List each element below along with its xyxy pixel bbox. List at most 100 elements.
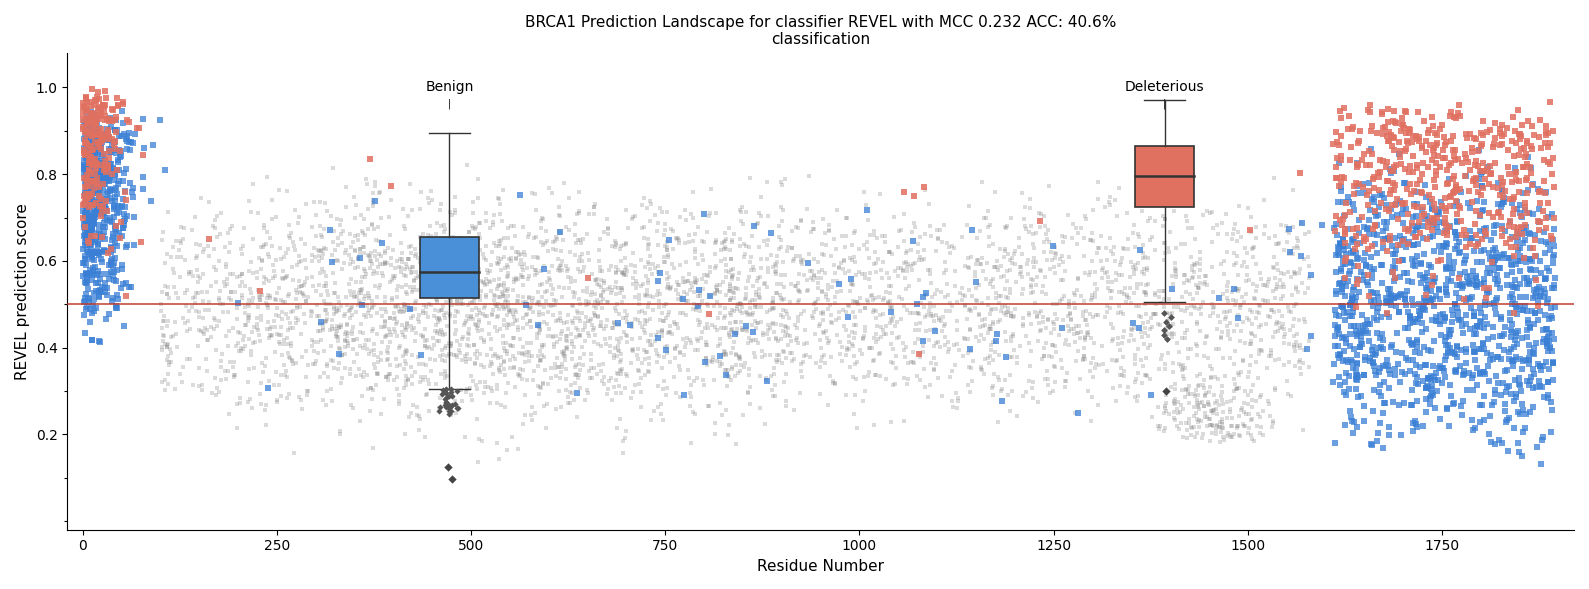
Point [1425,375,1451,385]
Point [321,305,346,314]
Point [361,195,386,204]
Point [1452,243,1478,252]
Point [685,337,710,346]
Point [556,194,582,203]
Point [1414,395,1440,404]
Point [995,276,1020,286]
Point [1014,224,1039,234]
Point [963,259,988,269]
Point [1193,332,1219,341]
Point [1468,247,1494,256]
Point [95,207,121,216]
Point [623,268,648,277]
Point [1192,383,1217,392]
Point [278,307,303,316]
Point [1190,429,1216,438]
Point [659,259,685,269]
Point [318,300,343,309]
Point [494,338,520,348]
Point [1425,316,1451,325]
Point [75,154,100,163]
Point [248,399,273,409]
Point [470,249,496,259]
Point [844,297,869,307]
Point [1502,299,1527,309]
Point [597,342,623,351]
Point [925,234,950,244]
Point [1138,324,1163,333]
Point [1042,242,1068,252]
Point [491,302,516,312]
Point [1357,206,1382,215]
Point [713,405,739,415]
Point [404,267,429,277]
Point [361,350,386,359]
Point [1135,343,1160,353]
Point [901,308,926,317]
Point [1514,273,1540,282]
Point [1382,145,1408,155]
Point [327,297,353,306]
Point [1521,244,1546,253]
Point [1152,185,1177,194]
Point [424,258,450,267]
Point [626,294,651,304]
Point [1082,293,1108,302]
Point [1181,402,1206,411]
Point [1525,315,1551,325]
Point [1224,384,1249,393]
Point [191,327,216,337]
Point [823,244,849,254]
Point [1484,295,1510,305]
Point [798,352,823,361]
Point [879,358,904,367]
Point [435,406,461,416]
Point [1241,293,1266,303]
Point [451,241,477,251]
Point [788,366,814,375]
Point [89,133,114,142]
Point [1154,309,1179,318]
Point [952,300,977,309]
Point [491,358,516,367]
Point [1144,403,1170,412]
Point [1200,207,1225,217]
Point [844,297,869,306]
Point [76,144,102,154]
Point [513,298,539,307]
Point [1382,167,1408,176]
Point [874,329,899,338]
Point [1346,276,1371,285]
Point [1498,280,1524,290]
Point [1462,356,1487,365]
Point [257,276,283,285]
Point [952,334,977,343]
Point [1446,307,1471,316]
Point [898,262,923,271]
Point [1400,317,1425,327]
Point [833,391,858,400]
Point [1476,264,1502,273]
Point [1465,239,1490,249]
Point [1462,348,1487,357]
Point [424,247,450,257]
Point [102,137,127,147]
Point [634,292,659,301]
Point [154,249,180,259]
Point [1425,227,1451,237]
Point [891,416,917,426]
Point [1471,246,1497,255]
Point [1351,370,1376,380]
Point [91,158,116,167]
Point [335,320,361,329]
Point [1390,268,1416,277]
Point [721,289,747,298]
Point [1152,359,1177,369]
Point [1454,233,1479,243]
Point [1365,316,1390,325]
Point [180,226,205,235]
Point [733,283,758,293]
Point [110,106,135,115]
Point [709,245,734,254]
Point [1540,170,1565,179]
